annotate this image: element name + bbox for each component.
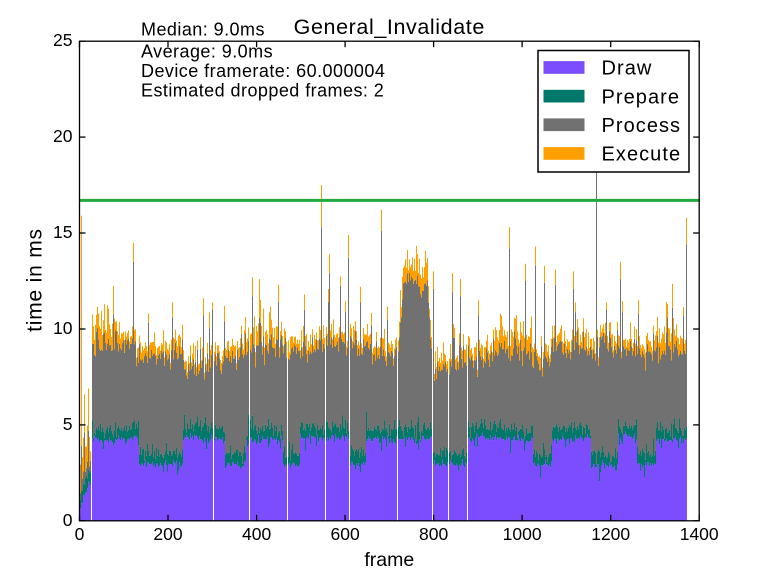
svg-text:400: 400: [242, 524, 271, 544]
svg-text:1000: 1000: [503, 524, 542, 544]
svg-text:Device framerate: 60.000004: Device framerate: 60.000004: [141, 61, 385, 81]
svg-text:600: 600: [330, 524, 359, 544]
svg-text:0: 0: [63, 510, 73, 530]
svg-text:1400: 1400: [680, 524, 719, 544]
svg-text:5: 5: [63, 414, 73, 434]
svg-text:200: 200: [153, 524, 182, 544]
svg-text:25: 25: [53, 30, 72, 50]
svg-text:15: 15: [53, 222, 72, 242]
svg-text:time in ms: time in ms: [24, 228, 47, 332]
svg-text:Process: Process: [602, 115, 682, 137]
svg-text:Average: 9.0ms: Average: 9.0ms: [141, 42, 273, 62]
svg-text:Prepare: Prepare: [602, 86, 681, 108]
svg-text:1200: 1200: [591, 524, 630, 544]
svg-text:Execute: Execute: [602, 144, 682, 166]
svg-text:20: 20: [53, 126, 73, 146]
svg-text:0: 0: [75, 524, 85, 544]
svg-text:10: 10: [53, 318, 73, 338]
svg-text:General_Invalidate: General_Invalidate: [294, 15, 485, 39]
svg-text:Draw: Draw: [602, 58, 653, 80]
svg-text:Estimated dropped frames: 2: Estimated dropped frames: 2: [141, 81, 384, 101]
svg-text:800: 800: [419, 524, 448, 544]
svg-text:frame: frame: [364, 549, 414, 571]
svg-text:Median: 9.0ms: Median: 9.0ms: [141, 20, 265, 40]
